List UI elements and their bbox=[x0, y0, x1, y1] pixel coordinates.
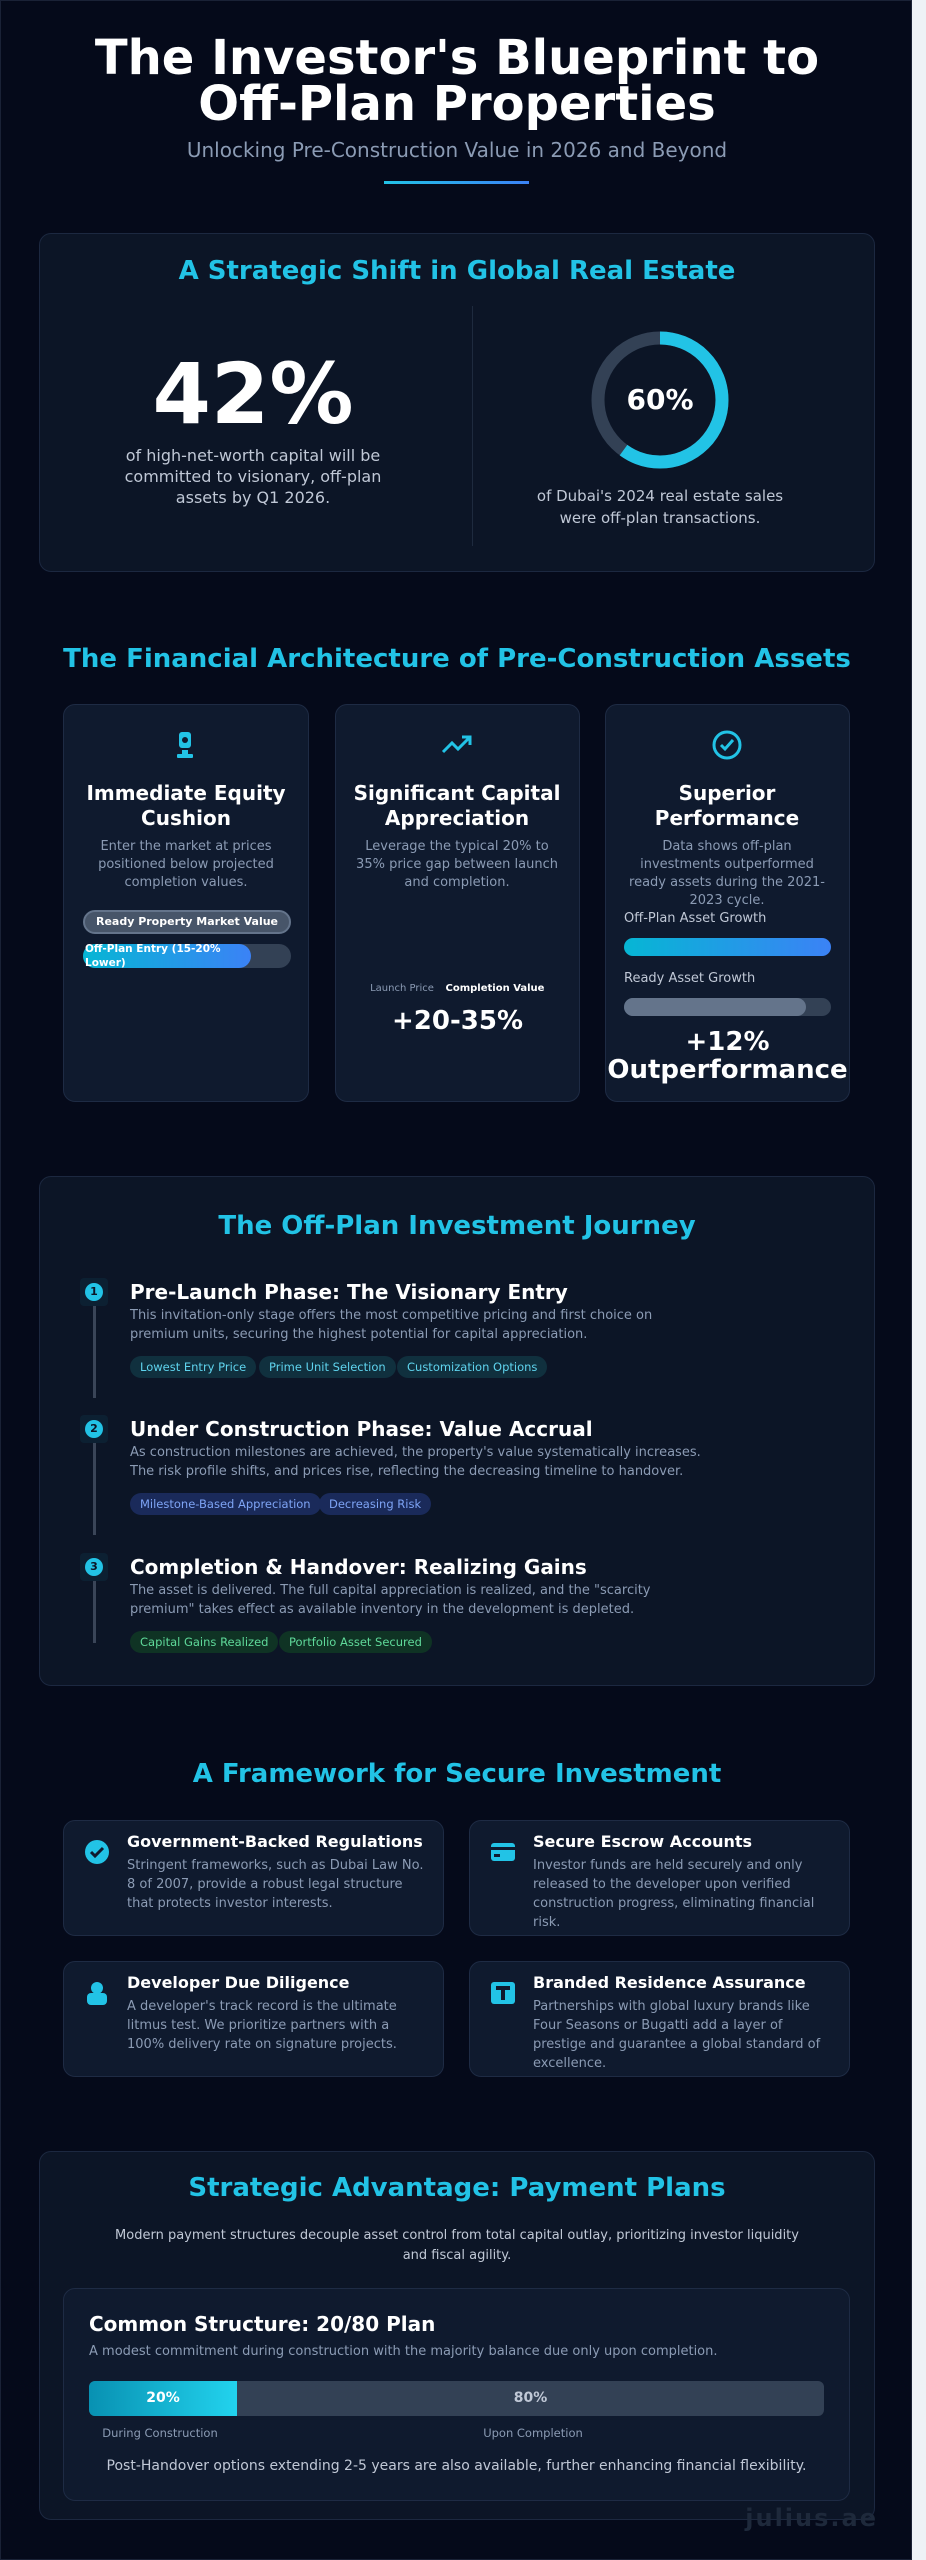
step-title: Pre-Launch Phase: The Visionary Entry bbox=[130, 1280, 568, 1304]
stat-value: 42% bbox=[152, 345, 354, 443]
section-title: A Strategic Shift in Global Real Estate bbox=[178, 256, 736, 286]
item-title: Secure Escrow Accounts bbox=[533, 1832, 753, 1851]
card bbox=[335, 704, 580, 1102]
shift-panel bbox=[39, 233, 875, 572]
timeline bbox=[93, 1581, 96, 1643]
tag: Capital Gains Realized bbox=[130, 1631, 279, 1653]
step-description: The asset is delivered. The full capital… bbox=[130, 1583, 651, 1617]
timeline bbox=[93, 1306, 96, 1398]
tag: Lowest Entry Price bbox=[130, 1356, 257, 1378]
icon bbox=[441, 735, 472, 754]
bar-label: Ready Asset Growth bbox=[624, 971, 756, 986]
item-description: Stringent frameworks, such as Dubai Law … bbox=[127, 1858, 424, 1911]
title: The Investor's Blueprint to Off-Plan Pro… bbox=[94, 30, 820, 132]
item-description: Investor funds are held securely and onl… bbox=[533, 1858, 815, 1930]
label: Launch Price bbox=[370, 983, 434, 994]
bar-label: Off-Plan Entry (15-20% Lower) bbox=[85, 943, 221, 969]
step-marker: 2 bbox=[80, 1415, 108, 1443]
step-number: 1 bbox=[85, 1283, 103, 1301]
tag: Customization Options bbox=[397, 1356, 548, 1378]
bar-label: Ready Property Market Value bbox=[83, 910, 291, 934]
bar-label: Off-Plan Asset Growth bbox=[624, 911, 767, 926]
card bbox=[63, 704, 309, 1102]
icon bbox=[87, 1982, 107, 2005]
card-description: Data shows off-plan investments outperfo… bbox=[629, 839, 825, 908]
card bbox=[63, 1961, 444, 2077]
item-title: Branded Residence Assurance bbox=[533, 1973, 806, 1992]
step-number: 2 bbox=[85, 1420, 103, 1438]
section-description: Modern payment structures decouple asset… bbox=[115, 2228, 799, 2263]
card bbox=[605, 704, 850, 1102]
stat-caption: of Dubai's 2024 real estate sales were o… bbox=[536, 487, 784, 527]
tag: Milestone-Based Appreciation bbox=[130, 1493, 321, 1515]
card bbox=[63, 1820, 444, 1936]
card bbox=[469, 1820, 850, 1936]
icon bbox=[491, 1843, 515, 1861]
card-description: Enter the market at prices positioned be… bbox=[98, 839, 274, 890]
note: Post-Handover options extending 2-5 year… bbox=[106, 2458, 807, 2474]
card bbox=[469, 1961, 850, 2077]
tag: Portfolio Asset Secured bbox=[279, 1631, 432, 1653]
structure-description: A modest commitment during construction … bbox=[89, 2344, 718, 2359]
section-title: Strategic Advantage: Payment Plans bbox=[188, 2173, 726, 2203]
segment-caption: Upon Completion bbox=[483, 2426, 583, 2440]
step-title: Completion & Handover: Realizing Gains bbox=[130, 1555, 587, 1579]
watermark: julius.ae bbox=[745, 2504, 878, 2532]
stat-caption: of high-net-worth capital will be commit… bbox=[124, 446, 382, 507]
bar-fill bbox=[624, 998, 806, 1016]
step-description: As construction milestones are achieved,… bbox=[130, 1445, 701, 1479]
donut: 60% bbox=[591, 331, 729, 469]
card-title: Significant Capital Appreciation bbox=[353, 781, 561, 830]
bar-fill bbox=[624, 938, 831, 956]
underline bbox=[384, 181, 529, 184]
bar-fill bbox=[83, 944, 251, 968]
icon bbox=[85, 1840, 109, 1864]
item-description: A developer's track record is the ultima… bbox=[127, 1999, 397, 2052]
timeline bbox=[93, 1443, 96, 1535]
subtitle: Unlocking Pre-Construction Value in 2026… bbox=[186, 138, 728, 162]
step-title: Under Construction Phase: Value Accrual bbox=[130, 1417, 593, 1441]
icon bbox=[177, 732, 193, 758]
label: Completion Value bbox=[445, 983, 545, 994]
segment: 20% bbox=[89, 2381, 237, 2416]
step-marker: 3 bbox=[80, 1553, 108, 1581]
section-title: The Off-Plan Investment Journey bbox=[218, 1211, 696, 1241]
card-title: Immediate Equity Cushion bbox=[86, 781, 286, 830]
card-description: Leverage the typical 20% to 35% price ga… bbox=[356, 839, 558, 890]
highlight: +12% Outperformance bbox=[607, 1027, 848, 1085]
plan-bar: 20% 80% bbox=[89, 2381, 824, 2416]
item-title: Developer Due Diligence bbox=[127, 1973, 350, 1992]
tag: Decreasing Risk bbox=[319, 1493, 432, 1515]
donut-value: 60% bbox=[626, 383, 693, 416]
icon bbox=[491, 1982, 515, 2004]
card-title: Superior Performance bbox=[654, 781, 800, 830]
tag: Prime Unit Selection bbox=[259, 1356, 396, 1378]
structure-title: Common Structure: 20/80 Plan bbox=[89, 2312, 436, 2336]
item-description: Partnerships with global luxury brands l… bbox=[533, 1999, 821, 2071]
step-marker: 1 bbox=[80, 1278, 108, 1306]
divider bbox=[472, 306, 473, 546]
segment: 80% bbox=[513, 2390, 548, 2406]
step-number: 3 bbox=[85, 1558, 103, 1576]
highlight: +20-35% bbox=[392, 1006, 523, 1036]
section-title: The Financial Architecture of Pre-Constr… bbox=[63, 644, 851, 674]
item-title: Government-Backed Regulations bbox=[127, 1832, 423, 1851]
step-description: This invitation-only stage offers the mo… bbox=[130, 1308, 653, 1342]
journey-panel bbox=[39, 1176, 875, 1686]
icon bbox=[712, 730, 742, 760]
section-title: A Framework for Secure Investment bbox=[192, 1759, 722, 1789]
segment-caption: During Construction bbox=[102, 2426, 218, 2440]
donut-arc bbox=[591, 331, 729, 469]
